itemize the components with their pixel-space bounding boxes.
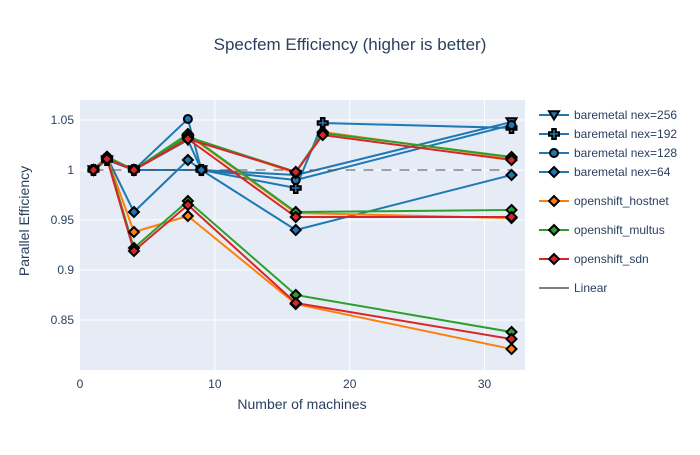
legend-label: baremetal nex=128 — [574, 146, 677, 160]
legend-label: baremetal nex=64 — [574, 165, 671, 179]
legend-label: openshift_sdn — [574, 252, 649, 266]
chart-title: Specfem Efficiency (higher is better) — [214, 35, 487, 54]
y-tick-label: 0.95 — [51, 213, 75, 227]
y-axis-title: Parallel Efficiency — [16, 166, 32, 276]
legend-item-openshift-sdn[interactable]: openshift_sdn — [539, 252, 649, 266]
x-tick-label: 20 — [343, 377, 357, 391]
data-point-baremetal-nex-192 — [289, 182, 302, 194]
axis-ticks: 0.85 0.9 0.95 1 1.05 0 10 20 30 — [51, 113, 492, 391]
data-point-openshift-sdn — [505, 210, 518, 224]
legend-marker — [547, 252, 561, 266]
legend-label: baremetal nex=192 — [574, 127, 677, 141]
x-tick-label: 0 — [77, 377, 84, 391]
legend-marker — [547, 223, 561, 237]
data-point-openshift-hostnet — [181, 209, 195, 223]
data-point-openshift-sdn — [505, 332, 518, 346]
legend-label: Linear — [574, 281, 607, 295]
data-point-openshift-sdn — [289, 296, 303, 310]
data-point-openshift-sdn — [100, 152, 114, 166]
legend-item-baremetal-nex-64[interactable]: baremetal nex=64 — [539, 165, 671, 179]
data-point-baremetal-nex-64 — [289, 223, 303, 237]
legend-label: baremetal nex=256 — [574, 108, 677, 122]
legend-marker — [549, 148, 559, 158]
data-point-baremetal-nex-128 — [506, 120, 517, 130]
marker-layer — [86, 114, 519, 356]
legend-label: openshift_hostnet — [574, 194, 669, 208]
data-point-openshift-sdn — [289, 165, 303, 179]
data-point-openshift-sdn — [87, 163, 100, 177]
legend-item-baremetal-nex-192[interactable]: baremetal nex=192 — [539, 127, 677, 141]
data-point-openshift-sdn — [127, 163, 141, 177]
data-point-openshift-sdn — [181, 198, 195, 212]
legend-item-baremetal-nex-256[interactable]: baremetal nex=256 — [539, 108, 677, 122]
legend-label: openshift_multus — [574, 223, 665, 237]
data-point-openshift-sdn — [505, 153, 518, 167]
legend[interactable]: baremetal nex=256 baremetal nex=192 bareme… — [539, 108, 677, 295]
data-point-openshift-hostnet — [505, 342, 518, 356]
data-point-openshift-sdn — [289, 210, 303, 224]
y-tick-label: 0.9 — [57, 263, 74, 277]
data-point-baremetal-nex-64 — [194, 163, 208, 177]
data-point-openshift-hostnet — [127, 225, 141, 239]
legend-marker — [547, 110, 561, 122]
y-tick-label: 0.85 — [51, 313, 75, 327]
legend-marker — [547, 194, 561, 208]
x-tick-label: 10 — [208, 377, 222, 391]
data-point-openshift-sdn — [316, 128, 330, 142]
x-axis-title: Number of machines — [237, 396, 366, 412]
data-point-baremetal-nex-128 — [182, 114, 193, 124]
data-point-baremetal-nex-64 — [505, 168, 518, 182]
x-tick-label: 30 — [478, 377, 492, 391]
data-point-baremetal-nex-64 — [181, 153, 195, 167]
legend-item-linear[interactable]: Linear — [539, 281, 607, 295]
legend-marker — [547, 165, 561, 179]
data-point-openshift-sdn — [181, 132, 195, 146]
y-tick-label: 1 — [67, 163, 74, 177]
data-point-baremetal-nex-64 — [127, 205, 141, 219]
data-point-openshift-sdn — [127, 244, 141, 258]
legend-item-baremetal-nex-128[interactable]: baremetal nex=128 — [539, 146, 677, 160]
legend-item-openshift-multus[interactable]: openshift_multus — [539, 223, 665, 237]
y-tick-label: 1.05 — [51, 113, 75, 127]
legend-marker — [548, 128, 560, 140]
legend-item-openshift-hostnet[interactable]: openshift_hostnet — [539, 194, 669, 208]
